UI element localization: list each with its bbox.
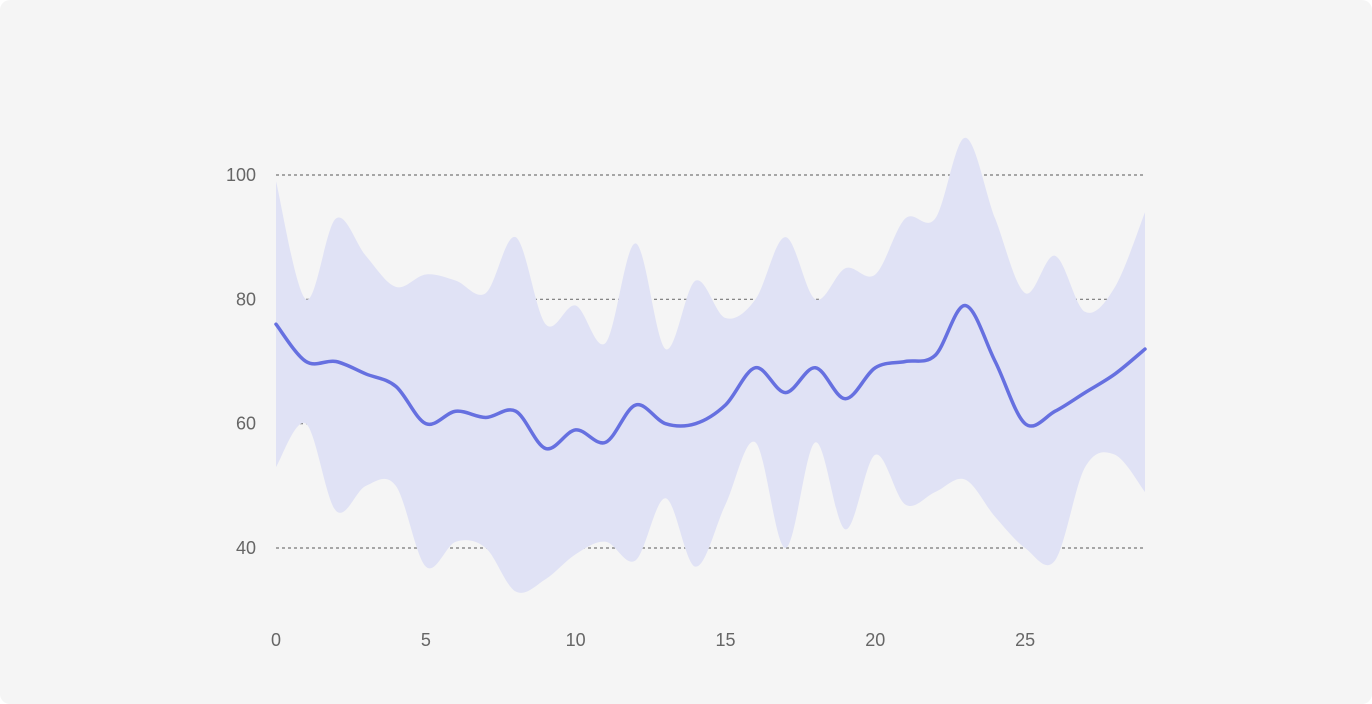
y-tick-label: 60 bbox=[236, 414, 256, 434]
series-line bbox=[274, 303, 1147, 451]
data-point bbox=[394, 384, 398, 388]
data-point bbox=[364, 372, 368, 376]
data-point bbox=[873, 366, 877, 370]
data-point bbox=[753, 366, 757, 370]
data-point bbox=[304, 360, 308, 364]
data-point bbox=[1143, 347, 1147, 351]
confidence-band-layer bbox=[276, 137, 1145, 593]
x-tick-label: 5 bbox=[421, 630, 431, 650]
data-point bbox=[484, 415, 488, 419]
data-point bbox=[813, 366, 817, 370]
data-point bbox=[544, 447, 548, 451]
data-point bbox=[634, 403, 638, 407]
data-point bbox=[843, 397, 847, 401]
x-tick-label: 15 bbox=[715, 630, 735, 650]
data-point bbox=[993, 360, 997, 364]
y-tick-label: 40 bbox=[236, 538, 256, 558]
y-axis-ticks: 40 60 80 100 bbox=[226, 165, 256, 558]
data-point bbox=[274, 322, 278, 326]
data-point bbox=[664, 422, 668, 426]
data-point bbox=[1023, 422, 1027, 426]
series-line-layer bbox=[274, 303, 1147, 451]
x-tick-label: 20 bbox=[865, 630, 885, 650]
data-point bbox=[723, 403, 727, 407]
data-point bbox=[1083, 391, 1087, 395]
x-tick-label: 0 bbox=[271, 630, 281, 650]
data-point bbox=[933, 353, 937, 357]
x-tick-label: 25 bbox=[1015, 630, 1035, 650]
y-tick-label: 80 bbox=[236, 289, 256, 309]
data-point bbox=[1113, 372, 1117, 376]
x-axis-ticks: 0 5 10 15 20 25 bbox=[271, 630, 1035, 650]
confidence-band bbox=[276, 137, 1145, 593]
x-tick-label: 10 bbox=[566, 630, 586, 650]
data-point bbox=[454, 409, 458, 413]
data-point bbox=[1053, 409, 1057, 413]
data-point bbox=[334, 360, 338, 364]
data-point bbox=[963, 304, 967, 308]
data-point bbox=[694, 422, 698, 426]
y-tick-label: 100 bbox=[226, 165, 256, 185]
data-point bbox=[604, 440, 608, 444]
data-point bbox=[424, 422, 428, 426]
data-point bbox=[903, 360, 907, 364]
data-point bbox=[783, 391, 787, 395]
data-point bbox=[574, 428, 578, 432]
data-point bbox=[514, 409, 518, 413]
